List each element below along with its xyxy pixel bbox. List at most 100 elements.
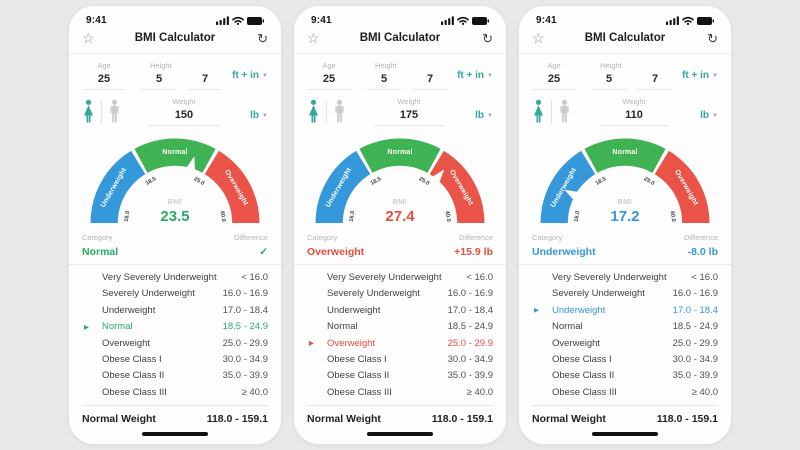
home-indicator[interactable] bbox=[592, 432, 658, 436]
result-row: Underweight -8.0 lb bbox=[519, 242, 731, 265]
category-name: Obese Class I bbox=[327, 353, 387, 365]
height-label: Height bbox=[150, 61, 172, 70]
status-bar: 9:41 bbox=[69, 6, 281, 26]
gender-weight-row: Weight 110 lb ▼ bbox=[532, 97, 718, 126]
gender-divider bbox=[551, 99, 552, 124]
age-field[interactable]: Age 25 bbox=[307, 61, 351, 90]
bmi-range: < 16.0 bbox=[241, 272, 268, 284]
male-icon[interactable] bbox=[108, 99, 121, 124]
height-field-group: Height 5 7 bbox=[367, 61, 447, 90]
clock: 9:41 bbox=[311, 15, 332, 26]
age-height-row: Age 25 Height 5 7 ft + in ▼ bbox=[307, 61, 493, 90]
reset-refresh-icon[interactable]: ↻ bbox=[482, 30, 493, 46]
female-icon[interactable] bbox=[532, 99, 545, 124]
age-label: Age bbox=[97, 61, 111, 70]
height-unit-label: ft + in bbox=[232, 70, 260, 81]
clock: 9:41 bbox=[86, 15, 107, 26]
male-icon[interactable] bbox=[333, 99, 346, 124]
category-name: Very Severely Underweight bbox=[552, 272, 667, 284]
category-name: Severely Underweight bbox=[552, 288, 645, 300]
age-value[interactable]: 25 bbox=[307, 73, 351, 90]
bmi-range: 16.0 - 16.9 bbox=[672, 288, 718, 300]
normal-weight-row: Normal Weight 118.0 - 159.1 bbox=[307, 405, 493, 427]
age-field[interactable]: Age 25 bbox=[532, 61, 576, 90]
table-row: ▶Obese Class III≥ 40.0 bbox=[532, 387, 718, 398]
category-name: Overweight bbox=[552, 337, 601, 349]
height-field-group: Height 5 7 bbox=[142, 61, 222, 90]
weight-field[interactable]: Weight 110 bbox=[584, 97, 684, 126]
weight-field[interactable]: Weight 150 bbox=[134, 97, 234, 126]
gender-selector bbox=[532, 99, 584, 124]
normal-weight-range: 118.0 - 159.1 bbox=[431, 413, 493, 425]
bmi-range: 16.0 - 16.9 bbox=[447, 288, 493, 300]
category-name: Obese Class III bbox=[102, 386, 167, 398]
weight-field[interactable]: Weight 175 bbox=[359, 97, 459, 126]
svg-text:Normal: Normal bbox=[162, 149, 187, 156]
svg-text:40.0: 40.0 bbox=[669, 210, 676, 222]
category-name: Obese Class III bbox=[552, 386, 617, 398]
favorite-star-icon[interactable]: ☆ bbox=[307, 30, 320, 46]
height-inches-value[interactable]: 7 bbox=[188, 73, 222, 90]
bmi-category-table: ▶Very Severely Underweight< 16.0▶Severel… bbox=[294, 265, 506, 403]
height-inches-value[interactable]: 7 bbox=[413, 73, 447, 90]
result-header-row: Category Difference bbox=[294, 225, 506, 242]
result-row: Normal ✓ bbox=[69, 242, 281, 265]
home-indicator[interactable] bbox=[142, 432, 208, 436]
table-row: ▶Obese Class III≥ 40.0 bbox=[82, 387, 268, 398]
weight-value[interactable]: 175 bbox=[374, 109, 444, 126]
gender-selector bbox=[307, 99, 359, 124]
result-row: Overweight +15.9 lb bbox=[294, 242, 506, 265]
bmi-range: 30.0 - 34.9 bbox=[447, 353, 493, 365]
bmi-range: 35.0 - 39.9 bbox=[672, 370, 718, 382]
bmi-range: 17.0 - 18.4 bbox=[447, 304, 493, 316]
favorite-star-icon[interactable]: ☆ bbox=[82, 30, 95, 46]
category-header: Category bbox=[307, 232, 338, 242]
age-value[interactable]: 25 bbox=[532, 73, 576, 90]
weight-value[interactable]: 150 bbox=[149, 109, 219, 126]
category-name: Overweight bbox=[102, 337, 151, 349]
reset-refresh-icon[interactable]: ↻ bbox=[707, 30, 718, 46]
height-unit-label: ft + in bbox=[682, 70, 710, 81]
category-name: Overweight bbox=[327, 337, 376, 349]
bmi-range: ≥ 40.0 bbox=[241, 386, 268, 398]
svg-text:Normal: Normal bbox=[612, 149, 637, 156]
female-icon[interactable] bbox=[82, 99, 95, 124]
height-unit-dropdown[interactable]: ft + in ▼ bbox=[457, 61, 493, 81]
category-name: Severely Underweight bbox=[327, 288, 420, 300]
weight-unit-dropdown[interactable]: lb ▼ bbox=[234, 102, 268, 121]
height-feet-value[interactable]: 5 bbox=[142, 73, 176, 90]
male-icon[interactable] bbox=[558, 99, 571, 124]
height-unit-dropdown[interactable]: ft + in ▼ bbox=[232, 61, 268, 81]
category-name: Obese Class II bbox=[327, 370, 390, 382]
height-label: Height bbox=[375, 61, 397, 70]
height-feet-value[interactable]: 5 bbox=[592, 73, 626, 90]
home-indicator[interactable] bbox=[367, 432, 433, 436]
active-row-arrow-icon: ▶ bbox=[309, 340, 314, 348]
weight-unit-dropdown[interactable]: lb ▼ bbox=[459, 102, 493, 121]
bmi-range: 25.0 - 29.9 bbox=[222, 337, 268, 349]
input-section: Age 25 Height 5 7 ft + in ▼ bbox=[519, 54, 731, 126]
table-row: ▶Very Severely Underweight< 16.0 bbox=[82, 272, 268, 283]
favorite-star-icon[interactable]: ☆ bbox=[532, 30, 545, 46]
height-inches-value[interactable]: 7 bbox=[638, 73, 672, 90]
female-icon[interactable] bbox=[307, 99, 320, 124]
weight-unit-dropdown[interactable]: lb ▼ bbox=[684, 102, 718, 121]
age-value[interactable]: 25 bbox=[82, 73, 126, 90]
gender-weight-row: Weight 150 lb ▼ bbox=[82, 97, 268, 126]
reset-refresh-icon[interactable]: ↻ bbox=[257, 30, 268, 46]
battery-icon bbox=[697, 16, 714, 25]
age-field[interactable]: Age 25 bbox=[82, 61, 126, 90]
height-unit-dropdown[interactable]: ft + in ▼ bbox=[682, 61, 718, 81]
svg-text:16.0: 16.0 bbox=[124, 210, 131, 222]
weight-value[interactable]: 110 bbox=[599, 109, 669, 126]
height-feet-value[interactable]: 5 bbox=[367, 73, 401, 90]
category-header: Category bbox=[532, 232, 563, 242]
